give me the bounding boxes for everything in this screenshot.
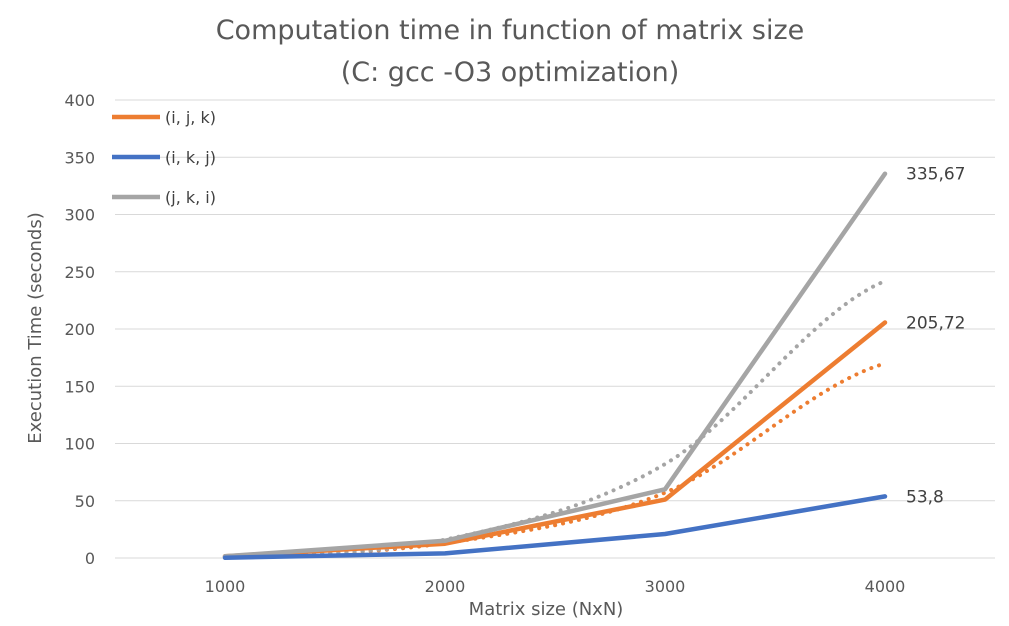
end-value-label: 53,8 [906,487,944,507]
x-tick-label: 3000 [645,577,686,596]
x-axis-ticks: 1000 2000 3000 4000 [205,577,906,596]
y-tick-label: 350 [64,148,95,167]
y-tick-label: 300 [64,206,95,225]
legend-label: (i, j, k) [165,108,216,127]
y-tick-label: 400 [64,91,95,110]
trendline-series-0 [223,361,887,559]
legend-label: (j, k, i) [165,188,216,207]
legend-label: (i, k, j) [165,148,216,167]
y-tick-label: 100 [64,435,95,454]
y-tick-label: 250 [64,263,95,282]
y-tick-label: 150 [64,377,95,396]
series-line-1 [222,494,888,560]
x-axis-label: Matrix size (NxN) [469,599,624,620]
data-labels: 205,72 53,8 335,67 [906,165,965,508]
y-axis-ticks: 0 50 100 150 200 250 300 350 400 [64,91,95,568]
trendline-series-2 [223,278,887,559]
y-tick-label: 50 [75,492,95,511]
series-lines [222,171,888,560]
y-axis-label: Execution Time (seconds) [25,212,46,443]
y-tick-label: 200 [64,320,95,339]
trendlines [223,278,887,559]
chart-title-line-2: (C: gcc -O3 optimization) [341,57,680,88]
series-line-2 [222,171,888,559]
gridlines [115,99,995,559]
end-value-label: 335,67 [906,165,965,185]
x-tick-label: 4000 [865,577,906,596]
legend: (i, j, k) (i, k, j) (j, k, i) [112,108,216,207]
x-tick-label: 1000 [205,577,246,596]
chart-title-line-1: Computation time in function of matrix s… [216,15,805,46]
y-tick-label: 0 [85,549,95,568]
x-tick-label: 2000 [425,577,466,596]
end-value-label: 205,72 [906,313,965,333]
